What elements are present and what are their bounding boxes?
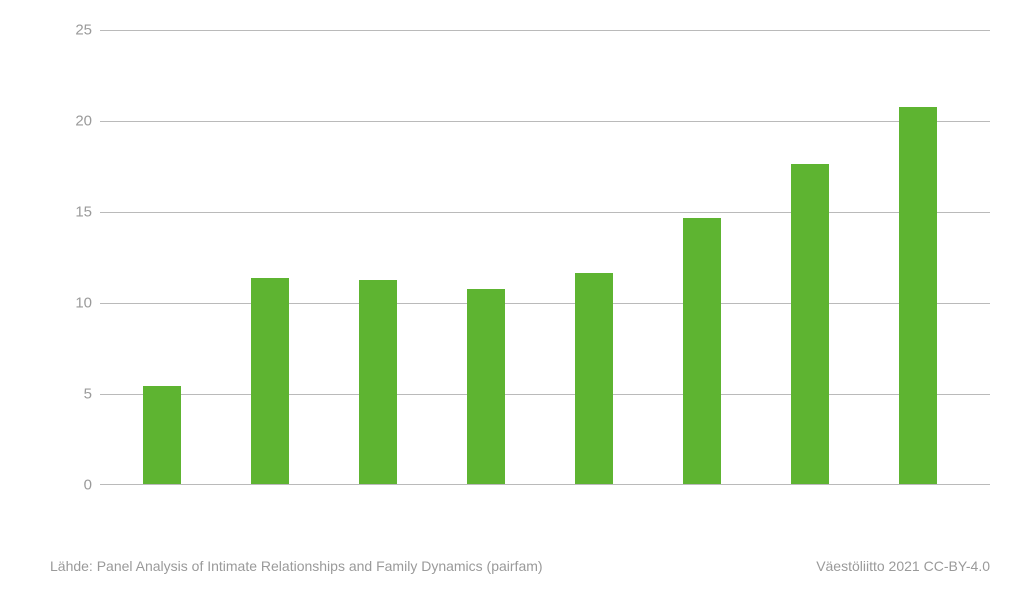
y-tick-label: 25 [52, 22, 92, 39]
bar [359, 280, 397, 484]
gridline [100, 212, 990, 213]
bar [899, 107, 937, 484]
gridline [100, 394, 990, 395]
bar [467, 289, 505, 484]
y-tick-label: 15 [52, 204, 92, 221]
plot-area [100, 30, 990, 485]
bar [683, 218, 721, 484]
y-tick-label: 20 [52, 113, 92, 130]
attribution-text: Väestöliitto 2021 CC-BY-4.0 [816, 558, 990, 574]
bar [791, 164, 829, 484]
chart-container: 0510152025 [50, 30, 990, 500]
y-tick-label: 5 [52, 386, 92, 403]
gridline [100, 121, 990, 122]
gridline [100, 30, 990, 31]
gridline [100, 303, 990, 304]
bar [251, 278, 289, 484]
source-text: Lähde: Panel Analysis of Intimate Relati… [50, 558, 543, 574]
y-tick-label: 10 [52, 295, 92, 312]
bar [143, 386, 181, 484]
y-tick-label: 0 [52, 477, 92, 494]
chart-footer: Lähde: Panel Analysis of Intimate Relati… [50, 558, 990, 574]
bar [575, 273, 613, 484]
